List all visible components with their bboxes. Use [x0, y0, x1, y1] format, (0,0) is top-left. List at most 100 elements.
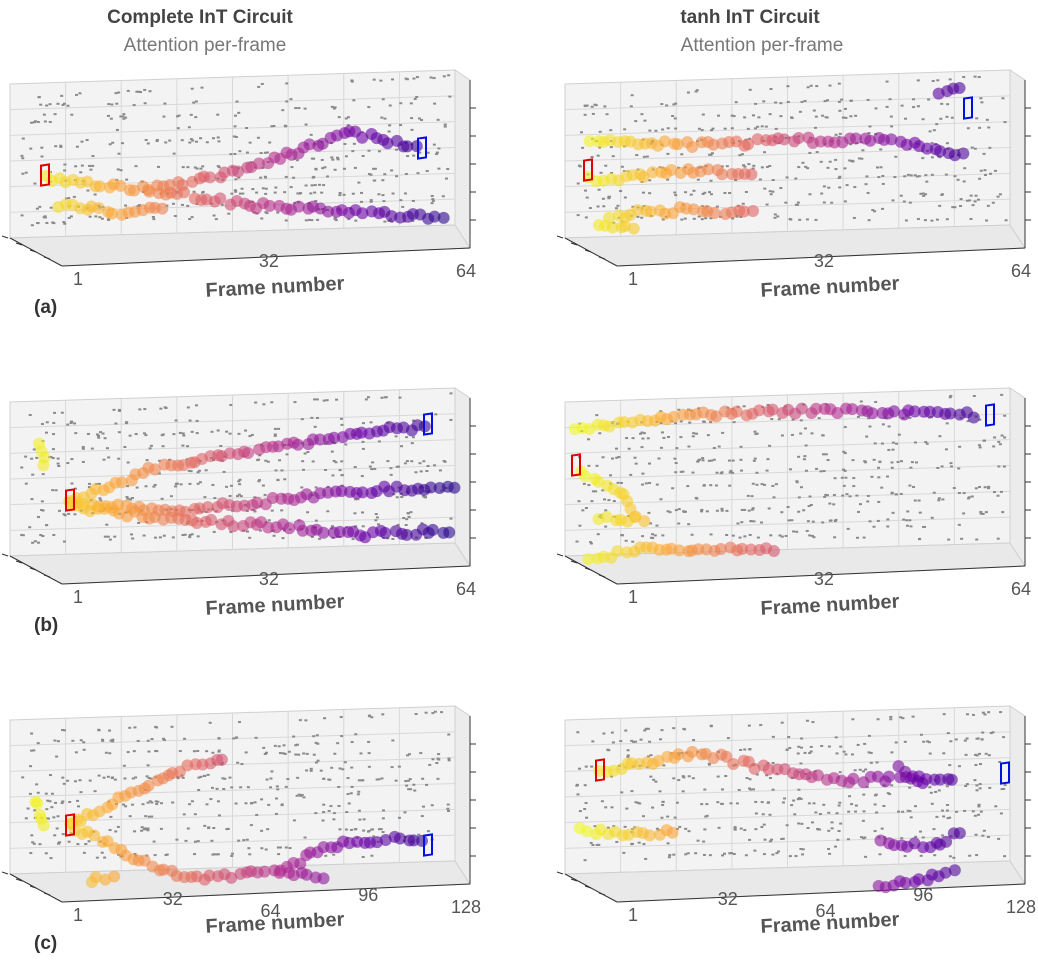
- background-point: [659, 422, 663, 425]
- background-point: [885, 475, 889, 478]
- background-point: [878, 853, 882, 856]
- trajectory-point: [322, 205, 335, 218]
- background-point: [350, 80, 354, 83]
- background-point: [731, 534, 735, 537]
- background-point: [242, 839, 246, 842]
- background-point: [916, 105, 920, 108]
- trajectory-point: [606, 221, 619, 234]
- background-point: [381, 179, 385, 182]
- background-point: [667, 856, 671, 859]
- background-point: [661, 534, 665, 537]
- background-point: [50, 792, 54, 795]
- background-point: [377, 193, 381, 196]
- background-point: [601, 489, 605, 492]
- background-point: [270, 401, 274, 404]
- background-point: [626, 754, 630, 757]
- background-point: [80, 164, 84, 167]
- background-point: [54, 801, 58, 804]
- background-point: [928, 130, 932, 133]
- background-point: [370, 468, 374, 471]
- background-point: [32, 842, 36, 845]
- background-point: [69, 215, 73, 218]
- background-point: [160, 497, 164, 500]
- trajectory-point: [912, 873, 925, 886]
- background-point: [825, 494, 829, 497]
- background-point: [824, 453, 828, 456]
- background-point: [833, 477, 837, 480]
- background-point: [297, 793, 301, 796]
- background-point: [237, 721, 241, 724]
- background-point: [587, 464, 591, 467]
- background-point: [312, 735, 316, 738]
- background-point: [186, 406, 190, 409]
- background-point: [162, 534, 166, 537]
- background-point: [423, 496, 427, 499]
- background-point: [614, 207, 618, 210]
- background-point: [300, 793, 304, 796]
- background-point: [810, 432, 814, 435]
- trajectory-point: [714, 543, 727, 556]
- background-point: [623, 196, 627, 199]
- background-point: [707, 459, 711, 462]
- background-point: [956, 148, 960, 151]
- background-point: [790, 116, 794, 119]
- trajectory-point: [940, 835, 953, 848]
- background-point: [768, 777, 772, 780]
- background-point: [905, 519, 909, 522]
- background-point: [315, 398, 319, 401]
- background-point: [952, 487, 956, 490]
- background-point: [838, 771, 842, 774]
- background-point: [728, 471, 732, 474]
- background-point: [973, 147, 977, 150]
- background-point: [216, 429, 220, 432]
- background-point: [660, 816, 664, 819]
- background-point: [372, 835, 376, 838]
- background-point: [712, 446, 716, 449]
- background-point: [333, 752, 337, 755]
- background-point: [784, 201, 788, 204]
- background-point: [731, 471, 735, 474]
- background-point: [314, 486, 318, 489]
- background-point: [111, 740, 115, 743]
- axis-tick: [584, 249, 592, 253]
- background-point: [859, 400, 863, 403]
- background-point: [958, 445, 962, 448]
- background-point: [129, 498, 133, 501]
- background-point: [966, 497, 970, 500]
- background-point: [760, 826, 764, 829]
- background-point: [709, 421, 713, 424]
- background-point: [20, 214, 24, 217]
- background-point: [668, 511, 672, 514]
- background-point: [821, 453, 825, 456]
- background-point: [827, 811, 831, 814]
- background-point: [992, 445, 996, 448]
- background-point: [772, 496, 776, 499]
- background-point: [299, 192, 303, 195]
- background-point: [748, 748, 752, 751]
- background-point: [368, 465, 372, 468]
- background-point: [254, 401, 258, 404]
- background-point: [30, 498, 34, 501]
- background-point: [977, 752, 981, 755]
- trajectory-point: [204, 171, 217, 184]
- background-point: [105, 447, 109, 450]
- background-point: [754, 102, 758, 105]
- background-point: [674, 194, 678, 197]
- background-point: [870, 475, 874, 478]
- background-point: [873, 830, 877, 833]
- background-point: [419, 470, 423, 473]
- background-point: [918, 511, 922, 514]
- background-point: [267, 803, 271, 806]
- background-point: [928, 752, 932, 755]
- trajectory-point: [849, 132, 862, 145]
- background-point: [982, 152, 986, 155]
- background-point: [604, 164, 608, 167]
- background-point: [738, 154, 742, 157]
- background-point: [104, 751, 108, 754]
- background-point: [975, 737, 979, 740]
- trajectory-point: [592, 475, 605, 488]
- background-point: [648, 462, 652, 465]
- background-point: [196, 749, 200, 752]
- background-point: [679, 436, 683, 439]
- x-tick-label: 1: [73, 905, 83, 925]
